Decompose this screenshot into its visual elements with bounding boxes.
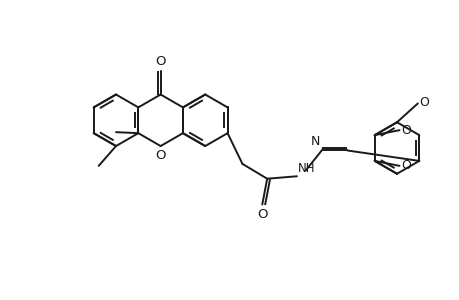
Text: O: O [257,208,267,221]
Text: O: O [419,96,428,109]
Text: NH: NH [297,162,315,175]
Text: O: O [155,55,166,68]
Text: O: O [400,124,410,137]
Text: O: O [155,148,166,161]
Text: O: O [400,159,410,172]
Text: N: N [310,135,319,148]
